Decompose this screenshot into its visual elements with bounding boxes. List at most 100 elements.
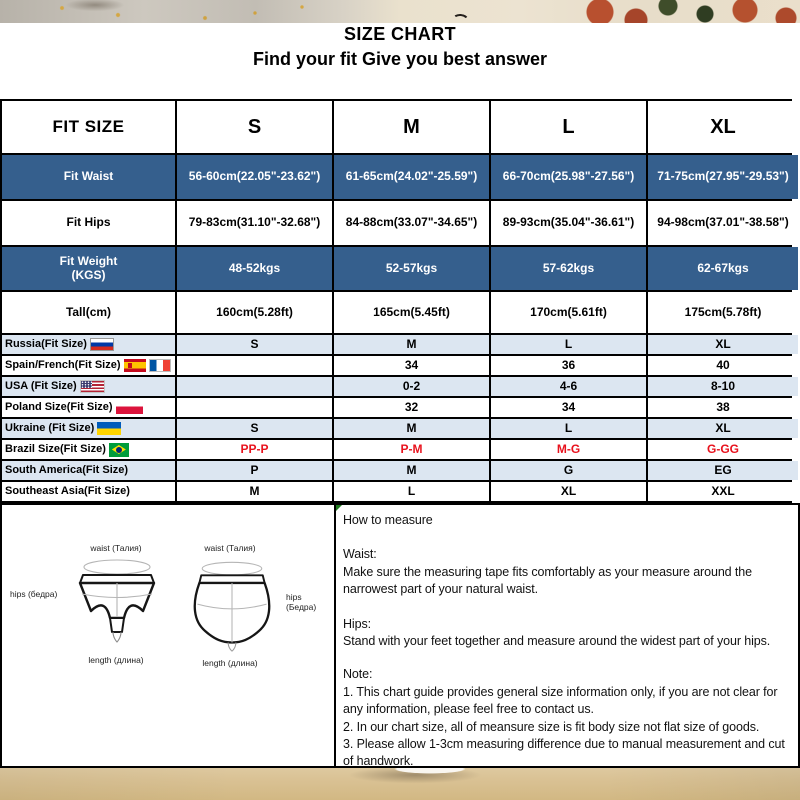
- table-cell: 56-60cm(22.05"-23.62"): [177, 155, 332, 199]
- table-cell: XL: [491, 482, 646, 501]
- table-cell: EG: [648, 461, 798, 480]
- how-to-measure-title: How to measure: [343, 513, 433, 527]
- page-title: SIZE CHART: [344, 24, 456, 44]
- table-cell: M: [334, 335, 489, 354]
- table-cell: 36: [491, 356, 646, 375]
- waist-instructions: Make sure the measuring tape fits comfor…: [343, 564, 752, 597]
- table-cell: P: [177, 461, 332, 480]
- table-cell: L: [491, 419, 646, 438]
- brazil-flag-icon: [108, 442, 129, 457]
- page-subtitle: Find your fit Give you best answer: [252, 49, 548, 69]
- table-cell: 34: [491, 398, 646, 417]
- table-cell: 170cm(5.61ft): [491, 292, 646, 333]
- table-cell: [177, 356, 332, 375]
- country-label: South America(Fit Size): [5, 464, 129, 477]
- table-cell: G: [491, 461, 646, 480]
- diagram-right-length-label: length (длина): [202, 658, 258, 668]
- table-cell: M: [177, 482, 332, 501]
- country-label: Spain/French(Fit Size): [5, 359, 121, 372]
- table-cell: 66-70cm(25.98"-27.56"): [491, 155, 646, 199]
- table-cell: [177, 377, 332, 396]
- table-cell: L: [491, 335, 646, 354]
- table-cell: 71-75cm(27.95"-29.53"): [648, 155, 798, 199]
- poland-flag-icon: [115, 401, 143, 414]
- row-label-usa: USA (Fit Size): [2, 377, 175, 396]
- diagram-left-hips-label: hips (бедра): [10, 589, 58, 599]
- country-label: Brazil Size(Fit Size): [5, 443, 106, 456]
- table-cell: P-M: [334, 440, 489, 459]
- top-photo-strip: [0, 0, 800, 23]
- how-to-measure-panel: How to measure Waist: Make sure the meas…: [336, 503, 800, 768]
- country-label: Southeast Asia(Fit Size): [5, 485, 130, 498]
- country-label: USA (Fit Size): [5, 380, 77, 393]
- table-cell: 40: [648, 356, 798, 375]
- row-label-fit-waist: Fit Waist: [2, 155, 175, 199]
- note-item-3: 3. Please allow 1-3cm measuring differen…: [343, 737, 785, 769]
- note-section-label: Note:: [343, 667, 373, 682]
- diagram-right-waist-label: waist (Талия): [204, 543, 256, 553]
- table-cell: G-GG: [648, 440, 798, 459]
- table-cell: 79-83cm(31.10"-32.68"): [177, 201, 332, 245]
- usa-flag-icon: [79, 380, 105, 393]
- table-cell: 34: [334, 356, 489, 375]
- fit-size-header: FIT SIZE: [2, 101, 175, 153]
- country-label: Ukraine (Fit Size): [5, 422, 95, 435]
- table-cell: 61-65cm(24.02"-25.59"): [334, 155, 489, 199]
- row-label-spain-french: Spain/French(Fit Size): [2, 356, 175, 375]
- hips-instructions: Stand with your feet together and measur…: [343, 634, 771, 649]
- table-cell: 57-62kgs: [491, 247, 646, 290]
- table-cell: PP-P: [177, 440, 332, 459]
- row-label-tall: Tall(cm): [2, 292, 175, 333]
- brief-panty-diagram: [78, 559, 156, 643]
- table-cell: 62-67kgs: [648, 247, 798, 290]
- size-header-xl: XL: [648, 101, 798, 153]
- table-cell: 38: [648, 398, 798, 417]
- table-cell: XL: [648, 335, 798, 354]
- row-label-fit-weight: Fit Weight (KGS): [2, 247, 175, 290]
- table-cell: S: [177, 335, 332, 354]
- country-label: Poland Size(Fit Size): [5, 401, 113, 414]
- table-cell: L: [334, 482, 489, 501]
- waist-section-label: Waist:: [343, 547, 377, 562]
- country-label: Russia(Fit Size): [5, 338, 87, 351]
- size-table: FIT SIZE S M L XL Fit Waist 56-60cm(22.0…: [0, 99, 798, 503]
- size-header-m: M: [334, 101, 489, 153]
- table-cell: 160cm(5.28ft): [177, 292, 332, 333]
- row-label-south-america: South America(Fit Size): [2, 461, 175, 480]
- fit-weight-line1: Fit Weight: [59, 253, 118, 268]
- table-cell: 94-98cm(37.01"-38.58"): [648, 201, 798, 245]
- table-cell: [177, 398, 332, 417]
- table-cell: 8-10: [648, 377, 798, 396]
- table-cell: 4-6: [491, 377, 646, 396]
- bottom-photo-strip: [0, 768, 800, 800]
- table-cell: M-G: [491, 440, 646, 459]
- table-cell: 48-52kgs: [177, 247, 332, 290]
- high-waist-panty-diagram: [193, 561, 271, 652]
- comment-corner-icon: [336, 505, 342, 511]
- table-cell: 32: [334, 398, 489, 417]
- diagram-left-waist-label: waist (Талия): [90, 543, 142, 553]
- table-cell: 175cm(5.78ft): [648, 292, 798, 333]
- table-cell: 52-57kgs: [334, 247, 489, 290]
- table-cell: 0-2: [334, 377, 489, 396]
- table-cell: S: [177, 419, 332, 438]
- table-cell: XXL: [648, 482, 798, 501]
- table-cell: 84-88cm(33.07"-34.65"): [334, 201, 489, 245]
- row-label-fit-hips: Fit Hips: [2, 201, 175, 245]
- note-item-2: 2. In our chart size, all of meansure si…: [343, 719, 760, 734]
- row-label-poland: Poland Size(Fit Size): [2, 398, 175, 417]
- diagram-left-length-label: length (длина): [88, 655, 144, 665]
- table-cell: M: [334, 419, 489, 438]
- row-label-russia: Russia(Fit Size): [2, 335, 175, 354]
- size-header-l: L: [491, 101, 646, 153]
- table-cell: 89-93cm(35.04"-36.61"): [491, 201, 646, 245]
- diagram-right-hips-label: hips (Бедра): [286, 592, 317, 612]
- fit-weight-line2: (KGS): [71, 267, 106, 282]
- russia-flag-icon: [89, 338, 114, 351]
- row-label-ukraine: Ukraine (Fit Size): [2, 419, 175, 438]
- measurement-diagram-panel: waist (Талия) hips (бедра) length (длина…: [0, 503, 336, 768]
- hips-section-label: Hips:: [343, 616, 371, 631]
- spain-flag-icon: [123, 359, 146, 372]
- ukraine-flag-icon: [97, 422, 122, 435]
